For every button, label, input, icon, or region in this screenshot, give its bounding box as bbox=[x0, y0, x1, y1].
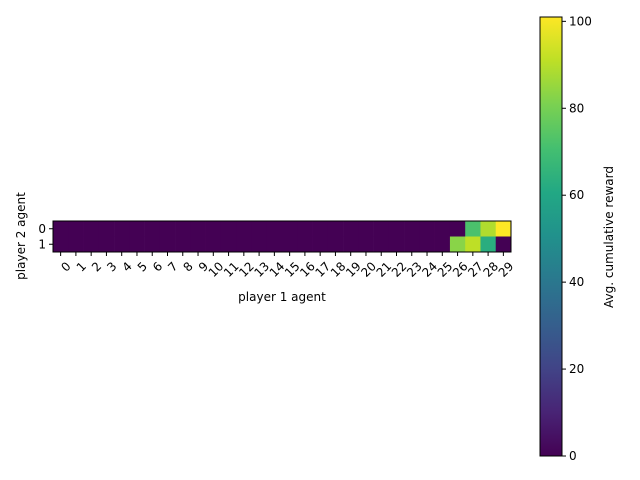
heatmap-cell bbox=[327, 221, 344, 237]
heatmap-cell bbox=[282, 236, 298, 253]
heatmap-cell bbox=[175, 221, 191, 237]
heatmap-cell bbox=[98, 236, 115, 253]
heatmap-cell bbox=[190, 221, 206, 237]
heatmap-cell bbox=[282, 221, 298, 237]
heatmap-cell bbox=[266, 221, 283, 237]
heatmap-cell bbox=[53, 221, 69, 237]
colorbar-ticks: 0 20 40 60 80 100 bbox=[562, 14, 592, 463]
heatmap-cell bbox=[129, 236, 145, 253]
heatmap-cell bbox=[312, 221, 329, 237]
heatmap-cell bbox=[388, 221, 405, 237]
heatmap-cell bbox=[449, 236, 466, 253]
y-tick-label: 1 bbox=[38, 237, 46, 251]
heatmap-cell bbox=[297, 236, 313, 253]
heatmap-frame bbox=[52, 220, 512, 253]
heatmap-cell bbox=[98, 221, 115, 237]
x-tick-label: 1 bbox=[74, 259, 89, 274]
x-axis-ticks: 0 1 2 3 4 5 6 7 8 9101112131415161718192021222324… bbox=[58, 252, 516, 280]
heatmap-cell bbox=[343, 221, 359, 237]
y-axis-ticks: 01 bbox=[38, 222, 53, 251]
heatmap-cell bbox=[465, 221, 481, 237]
colorbar-tick-label: 20 bbox=[569, 362, 584, 376]
heatmap-cell bbox=[83, 236, 100, 253]
heatmap-cell bbox=[159, 221, 176, 237]
x-tick-label: 0 bbox=[58, 259, 73, 274]
y-axis-label: player 2 agent bbox=[14, 192, 28, 280]
y-tick-label: 0 bbox=[38, 222, 46, 236]
x-tick-label: 29 bbox=[496, 259, 517, 280]
heatmap-cell bbox=[220, 221, 237, 237]
heatmap-cell bbox=[205, 221, 222, 237]
heatmap-cell bbox=[220, 236, 237, 253]
heatmap-cell bbox=[449, 221, 466, 237]
colorbar: 0 20 40 60 80 100 Avg. cumulative reward bbox=[539, 14, 616, 463]
heatmap-cell bbox=[175, 236, 191, 253]
heatmap-cell bbox=[434, 221, 451, 237]
heatmap-cell bbox=[190, 236, 206, 253]
heatmap-cell bbox=[495, 236, 512, 253]
heatmap-cell bbox=[53, 236, 69, 253]
heatmap-cell bbox=[343, 236, 359, 253]
heatmap-cell bbox=[327, 236, 344, 253]
heatmap-cell bbox=[388, 236, 405, 253]
x-tick-label: 2 bbox=[89, 259, 104, 274]
heatmap-cell bbox=[373, 236, 390, 253]
x-tick-label: 7 bbox=[165, 259, 180, 274]
heatmap-cell bbox=[495, 221, 512, 237]
heatmap-cell bbox=[373, 221, 390, 237]
heatmap-cell bbox=[144, 236, 161, 253]
x-tick-label: 8 bbox=[181, 259, 196, 274]
heatmap-cell bbox=[297, 221, 313, 237]
heatmap-cell bbox=[434, 236, 451, 253]
heatmap-cell bbox=[68, 236, 84, 253]
heatmap-cell bbox=[312, 236, 329, 253]
colorbar-tick-label: 100 bbox=[569, 14, 592, 28]
heatmap-cell bbox=[419, 236, 435, 253]
heatmap-cell bbox=[159, 236, 176, 253]
heatmap-cell bbox=[358, 221, 374, 237]
colorbar-tick-label: 0 bbox=[569, 449, 577, 463]
heatmap-cell bbox=[480, 236, 497, 253]
heatmap-cell bbox=[144, 221, 161, 237]
heatmap-cell bbox=[419, 221, 435, 237]
heatmap-cell bbox=[480, 221, 497, 237]
heatmap-cell bbox=[236, 221, 252, 237]
heatmap-cell bbox=[465, 236, 481, 253]
heatmap-cell bbox=[404, 221, 420, 237]
x-tick-label: 3 bbox=[104, 259, 119, 274]
heatmap-cell bbox=[251, 236, 268, 253]
heatmap-cell bbox=[358, 236, 374, 253]
x-tick-label: 5 bbox=[135, 259, 150, 274]
colorbar-tick-label: 60 bbox=[569, 188, 584, 202]
colorbar-tick-label: 40 bbox=[569, 275, 584, 289]
x-tick-label: 6 bbox=[150, 259, 165, 274]
heatmap-cell bbox=[205, 236, 222, 253]
heatmap-cell bbox=[404, 236, 420, 253]
x-tick-label: 4 bbox=[119, 259, 134, 274]
heatmap-cells bbox=[53, 221, 512, 253]
heatmap-cell bbox=[251, 221, 268, 237]
colorbar-label: Avg. cumulative reward bbox=[602, 166, 616, 308]
x-axis-label: player 1 agent bbox=[238, 290, 326, 304]
colorbar-tick-label: 80 bbox=[569, 101, 584, 115]
heatmap-cell bbox=[114, 221, 130, 237]
heatmap-cell bbox=[266, 236, 283, 253]
colorbar-gradient bbox=[539, 16, 563, 457]
heatmap-cell bbox=[236, 236, 252, 253]
heatmap-cell bbox=[83, 221, 100, 237]
heatmap-cell bbox=[129, 221, 145, 237]
heatmap-cell bbox=[114, 236, 130, 253]
heatmap-cell bbox=[68, 221, 84, 237]
